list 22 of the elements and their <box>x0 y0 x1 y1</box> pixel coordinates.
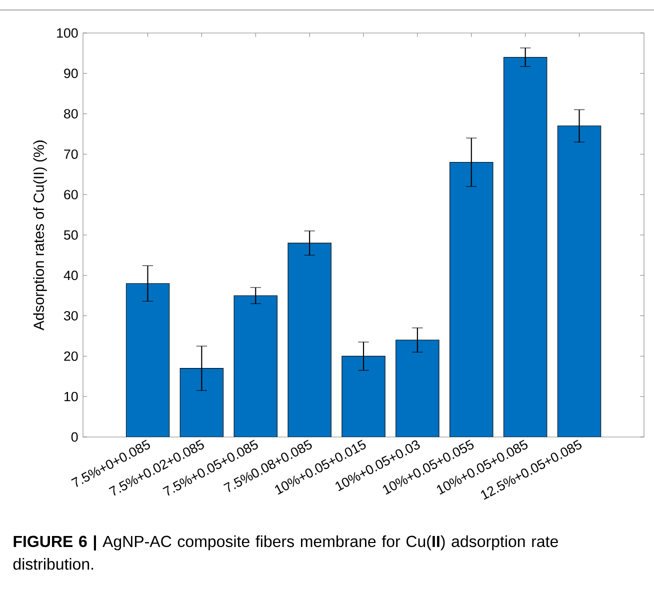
y-tick-label: 70 <box>64 149 78 159</box>
bar <box>126 283 170 437</box>
bar <box>342 356 386 437</box>
y-tick-label: 10 <box>64 392 78 402</box>
y-tick-label: 40 <box>64 270 78 280</box>
bar <box>288 243 332 437</box>
y-tick-label: 50 <box>64 230 78 240</box>
bar <box>504 57 547 437</box>
y-tick-label: 30 <box>64 311 78 320</box>
bar <box>450 162 493 437</box>
y-tick-label: 20 <box>64 351 78 361</box>
bar <box>396 340 440 437</box>
y-axis-title: Adsorption rates of Cu(II) (%) <box>33 140 47 330</box>
y-tick-label: 100 <box>57 28 78 38</box>
y-tick-label: 0 <box>71 432 78 442</box>
text: FIGURE 6 | AgNP-AC composite fibers membrane for Cu(II) adsorption rate distribution. <box>13 535 558 570</box>
y-tick-label: 90 <box>64 68 78 78</box>
bar <box>234 296 278 437</box>
bar <box>557 126 602 437</box>
y-tick-label: 80 <box>64 109 78 118</box>
bar <box>180 368 224 437</box>
y-tick-label: 60 <box>64 190 78 200</box>
